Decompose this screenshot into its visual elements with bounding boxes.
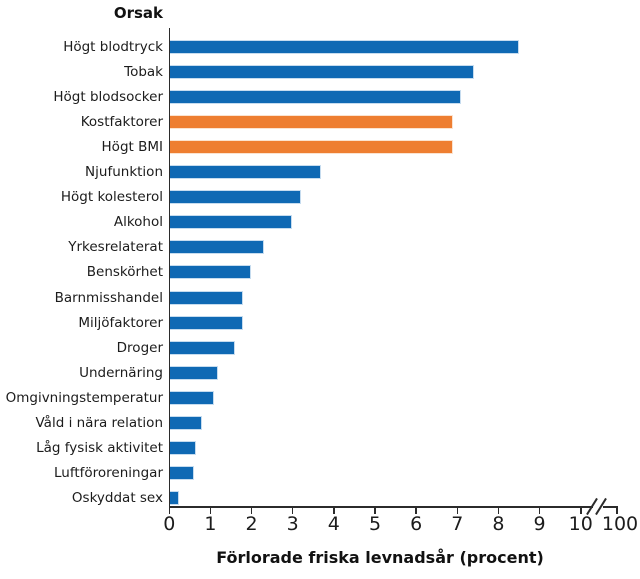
x-axis-tick-label: 5 (368, 513, 382, 535)
x-axis-title: Förlorade friska levnadsår (procent) (216, 548, 544, 567)
category-label: Droger (116, 339, 163, 356)
y-axis-line (168, 28, 170, 508)
bar-row: Barnmisshandel (0, 285, 640, 310)
bar (169, 215, 293, 230)
x-axis-line (168, 506, 593, 508)
bar-row: Högt blodtryck (0, 35, 640, 60)
x-axis-tick-label: 8 (492, 513, 505, 535)
bar-rows-container: Högt blodtryck Tobak Högt blodsocker Kostfa… (0, 35, 640, 510)
bar-row: Njufunktion (0, 160, 640, 185)
bar (169, 265, 252, 280)
bar (169, 415, 202, 430)
bar-row: Undernäring (0, 360, 640, 385)
bar-row: Högt BMI (0, 135, 640, 160)
category-label: Luftföroreningar (54, 464, 163, 481)
x-axis-tick-label: 3 (286, 513, 299, 535)
bar (169, 240, 264, 255)
category-label: Högt BMI (101, 139, 163, 156)
category-label: Låg fysisk aktivitet (36, 439, 163, 456)
x-axis-tick (209, 506, 212, 514)
category-label: Benskörhet (86, 264, 163, 281)
category-label: Högt blodsocker (53, 89, 163, 106)
bar (169, 40, 519, 54)
bar (169, 315, 244, 330)
bar-row: Högt kolesterol (0, 185, 640, 210)
category-label: Kostfaktorer (80, 114, 163, 131)
x-axis-tick (333, 506, 335, 514)
x-axis-end-tick (616, 506, 618, 514)
bar (169, 90, 462, 105)
bar-row: Kostfaktorer (0, 110, 640, 135)
x-axis-tick (497, 506, 500, 514)
category-label: Yrkesrelaterat (68, 239, 163, 256)
x-axis-tick-label: 1 (204, 513, 217, 535)
bar-row: Benskörhet (0, 260, 640, 285)
bar (169, 365, 219, 380)
category-label: Oskyddat sex (71, 489, 163, 506)
bar (169, 165, 322, 180)
x-axis-tick (580, 506, 582, 514)
bar-row: Omgivningstemperatur (0, 385, 640, 410)
bar-row: Alkohol (0, 210, 640, 235)
bar-row: Oskyddat sex (0, 485, 640, 510)
x-axis-tick (291, 506, 294, 514)
x-axis-tick (250, 506, 253, 514)
bar (169, 290, 244, 305)
x-axis-tick-label: 9 (533, 513, 546, 535)
bar (169, 390, 215, 405)
category-label: Våld i nära relation (35, 414, 164, 431)
bar (169, 65, 474, 80)
category-label: Högt blodtryck (63, 39, 163, 55)
x-axis-tick-label: 4 (327, 513, 340, 535)
bar (169, 465, 194, 480)
chart-title: Orsak (113, 4, 163, 22)
x-axis-line-after-break (603, 506, 617, 508)
bar-row: Våld i nära relation (0, 410, 640, 435)
bar-row: Tobak (0, 60, 640, 85)
x-axis-tick-label: 0 (163, 513, 176, 535)
x-axis-tick-label: 7 (451, 513, 464, 535)
bar-row: Miljöfaktorer (0, 310, 640, 335)
category-label: Barnmisshandel (54, 289, 163, 306)
x-axis-tick (538, 506, 541, 514)
category-label: Njufunktion (85, 164, 163, 181)
bar-row: Yrkesrelaterat (0, 235, 640, 260)
x-axis-tick (168, 506, 170, 514)
bar-row: Låg fysisk aktivitet (0, 435, 640, 460)
category-label: Tobak (124, 64, 163, 81)
x-axis-far-tick-label: 100 (601, 513, 639, 535)
bar (169, 340, 235, 355)
bar (169, 490, 180, 505)
x-axis-tick (374, 506, 376, 514)
category-label: Miljöfaktorer (78, 314, 163, 331)
x-axis-tick-label: 6 (410, 513, 423, 535)
x-axis-tick (456, 506, 459, 514)
bar (169, 115, 453, 130)
category-label: Omgivningstemperatur (5, 389, 163, 406)
bar (169, 190, 301, 205)
x-axis-tick-label: 2 (245, 513, 258, 535)
bar-row: Luftföroreningar (0, 460, 640, 485)
bar (169, 440, 196, 455)
bar (169, 140, 453, 155)
x-axis-tick-label: 10 (568, 513, 593, 535)
category-label: Alkohol (113, 214, 163, 231)
x-axis-tick (415, 506, 417, 514)
bar-row: Droger (0, 335, 640, 360)
bar-row: Högt blodsocker (0, 85, 640, 110)
category-label: Högt kolesterol (60, 189, 163, 206)
category-label: Undernäring (79, 364, 163, 381)
